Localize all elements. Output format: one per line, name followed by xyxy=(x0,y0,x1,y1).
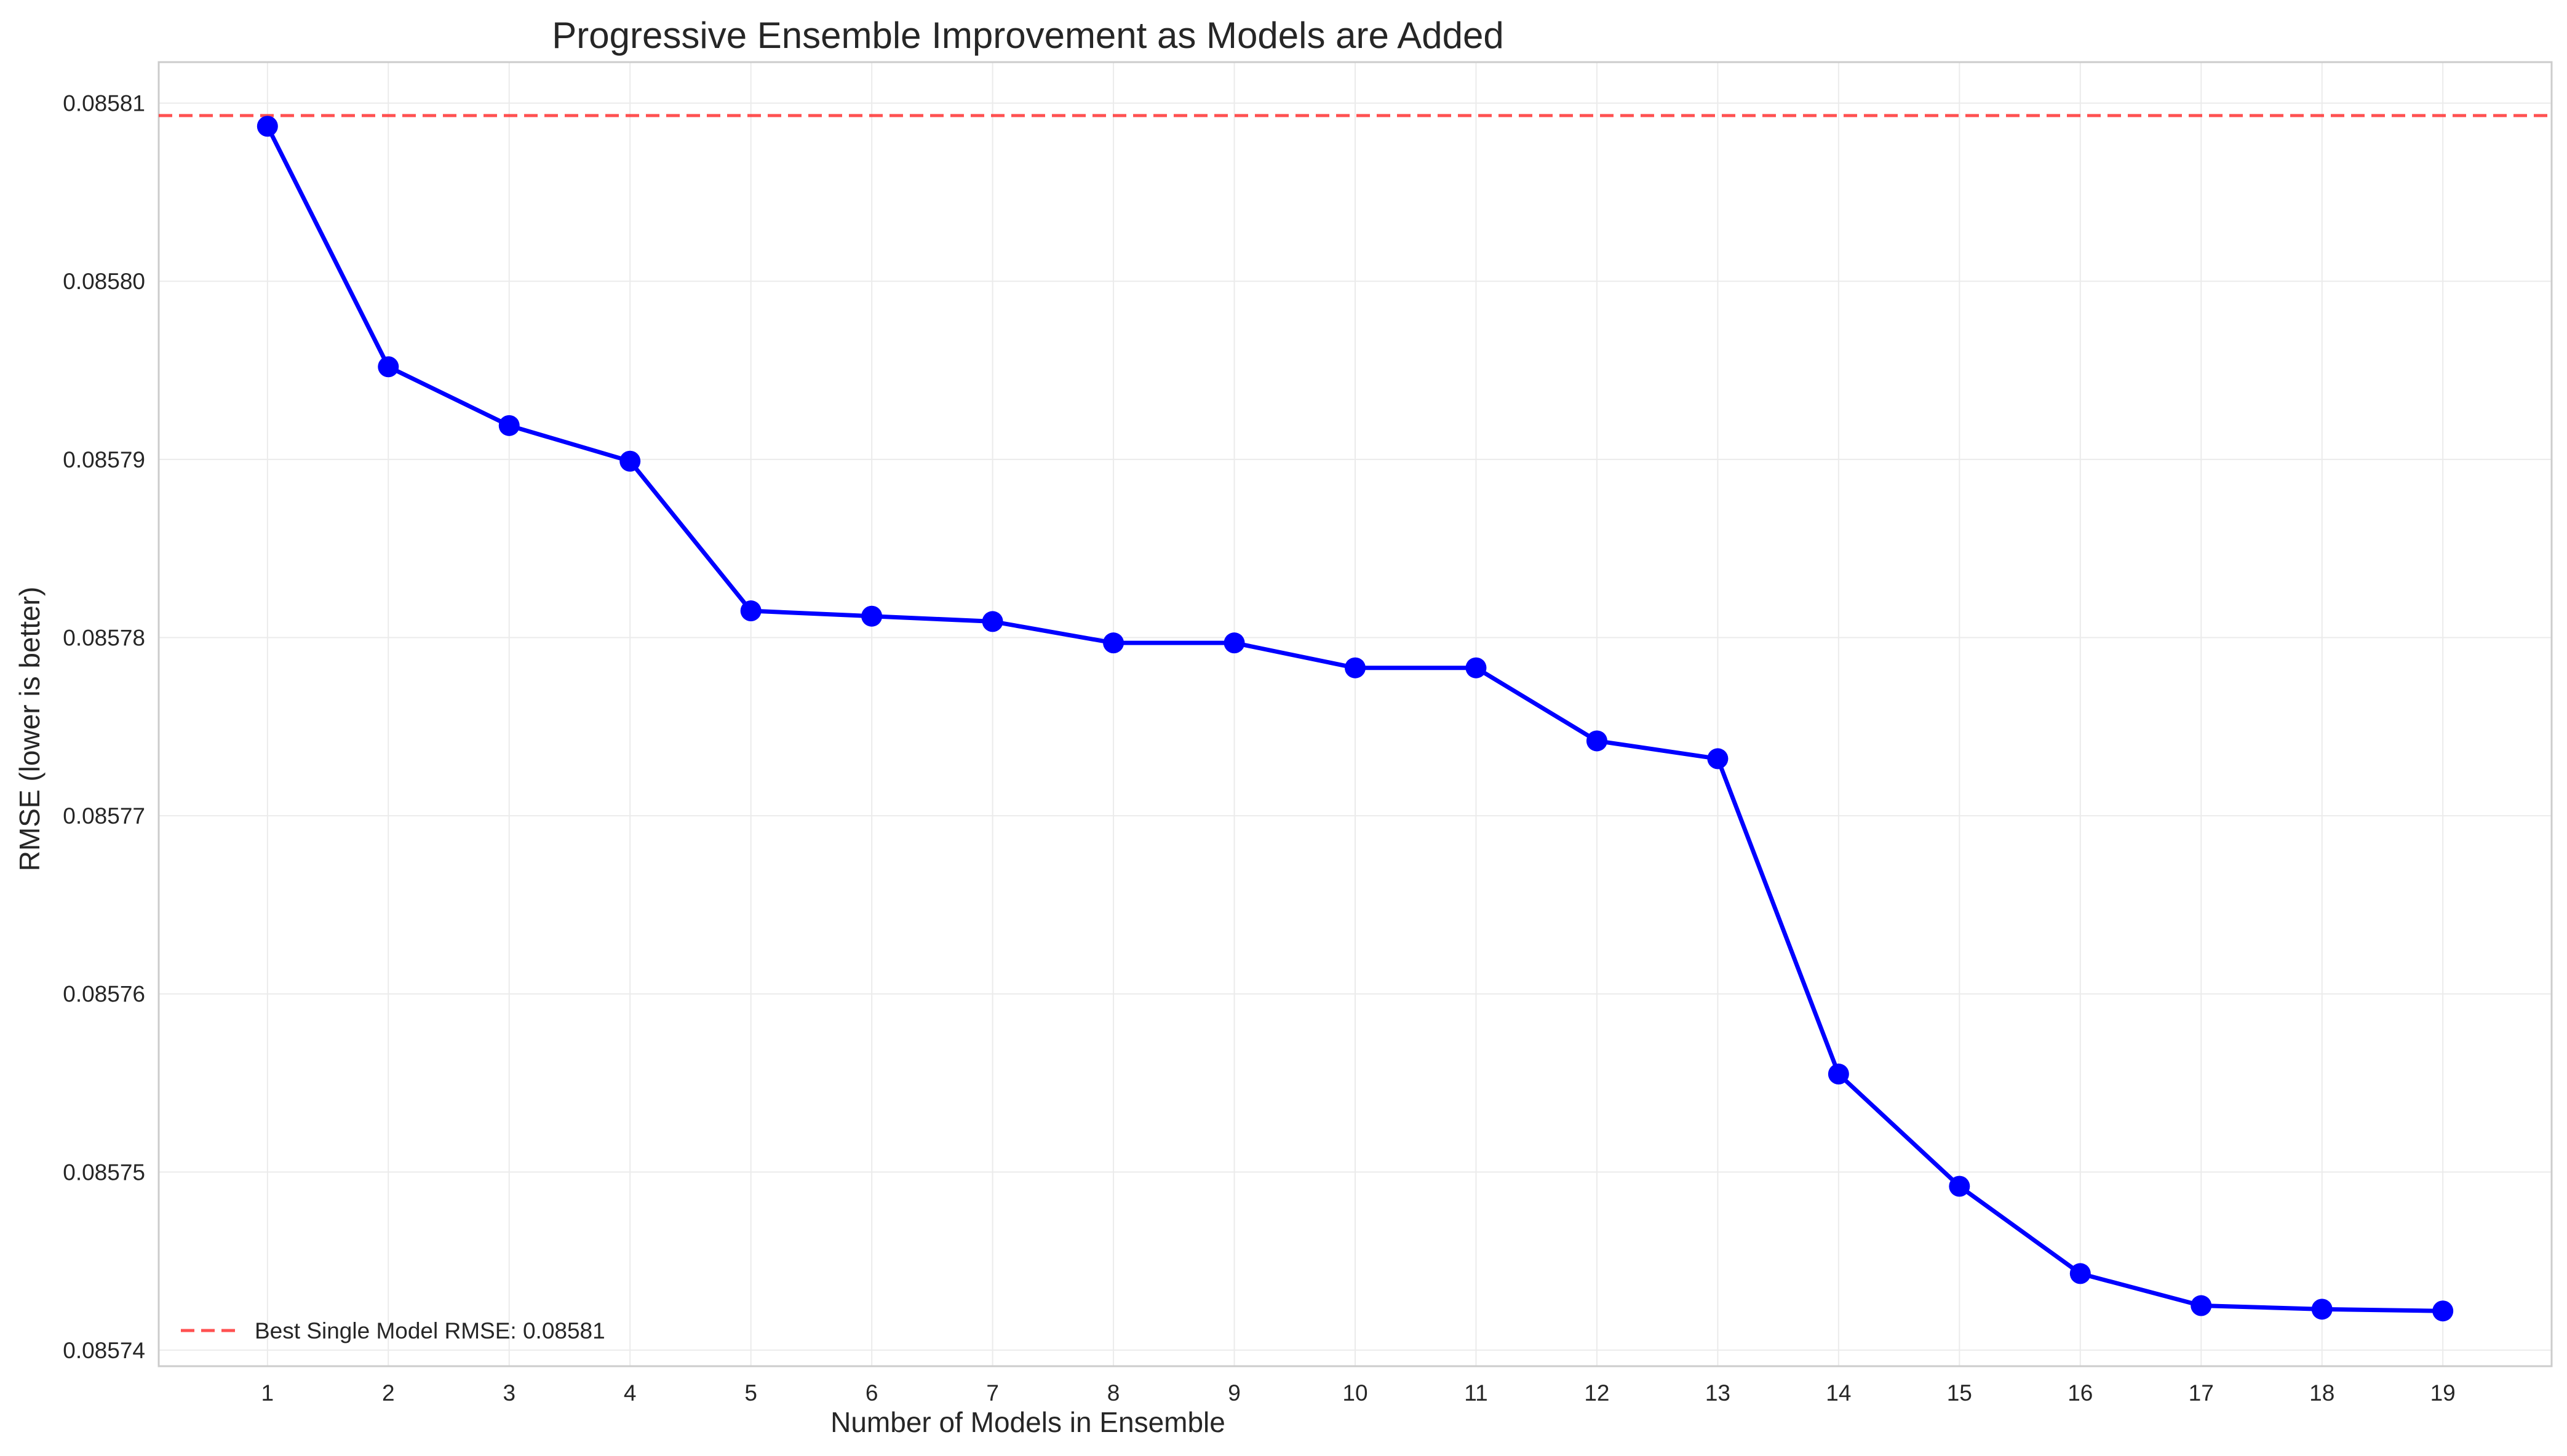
y-tick-label: 0.08581 xyxy=(63,91,145,116)
x-tick-label: 3 xyxy=(503,1380,515,1406)
data-point xyxy=(2191,1295,2212,1316)
x-tick-label: 19 xyxy=(2430,1380,2456,1406)
data-point xyxy=(1707,748,1729,770)
x-axis-label: Number of Models in Ensemble xyxy=(830,1406,1225,1438)
y-axis-label: RMSE (lower is better) xyxy=(14,587,46,872)
data-point xyxy=(257,116,278,137)
data-point xyxy=(2432,1300,2454,1322)
data-point xyxy=(498,415,520,436)
data-point xyxy=(861,605,883,627)
data-point xyxy=(378,356,399,378)
x-tick-label: 9 xyxy=(1228,1380,1241,1406)
legend-label: Best Single Model RMSE: 0.08581 xyxy=(255,1318,605,1343)
y-axis-ticks: 0.08574 0.08575 0.08576 0.08577 0.08578 0.085… xyxy=(63,91,145,1363)
data-point xyxy=(2069,1263,2091,1284)
data-point xyxy=(1224,632,1245,654)
x-tick-label: 11 xyxy=(1464,1380,1487,1406)
x-tick-label: 18 xyxy=(2309,1380,2334,1406)
x-tick-label: 15 xyxy=(1947,1380,1972,1406)
x-tick-label: 16 xyxy=(2068,1380,2093,1406)
y-tick-label: 0.08574 xyxy=(63,1338,145,1363)
x-tick-label: 17 xyxy=(2189,1380,2214,1406)
grid xyxy=(159,62,2552,1366)
y-tick-label: 0.08577 xyxy=(63,803,145,829)
y-tick-label: 0.08580 xyxy=(63,269,145,294)
data-point xyxy=(1949,1176,1970,1197)
data-point xyxy=(1465,657,1487,678)
plot-frame xyxy=(157,61,2553,1367)
x-tick-label: 1 xyxy=(261,1380,274,1406)
y-tick-label: 0.08576 xyxy=(63,982,145,1007)
x-tick-label: 12 xyxy=(1584,1380,1609,1406)
data-point xyxy=(1103,632,1124,654)
data-point xyxy=(619,450,641,472)
x-tick-label: 7 xyxy=(986,1380,999,1406)
x-tick-label: 2 xyxy=(382,1380,395,1406)
x-tick-label: 8 xyxy=(1107,1380,1120,1406)
y-tick-label: 0.08578 xyxy=(63,625,145,650)
data-point xyxy=(1586,730,1607,752)
legend: Best Single Model RMSE: 0.08581 xyxy=(181,1318,605,1343)
x-axis-ticks: 1 2 3 4 5 6 7 8 9 10 11 12 13 14 15 16 17 18 19 xyxy=(261,1380,2456,1406)
plot-area xyxy=(157,61,2553,1367)
x-tick-label: 4 xyxy=(624,1380,637,1406)
series xyxy=(257,116,2454,1322)
data-point xyxy=(740,600,762,622)
y-tick-label: 0.08579 xyxy=(63,447,145,472)
x-tick-label: 13 xyxy=(1705,1380,1730,1406)
y-tick-label: 0.08575 xyxy=(63,1160,145,1185)
chart-title: Progressive Ensemble Improvement as Mode… xyxy=(552,15,1503,56)
x-tick-label: 6 xyxy=(866,1380,878,1406)
data-point xyxy=(1345,657,1366,678)
data-point xyxy=(2311,1299,2333,1320)
x-tick-label: 5 xyxy=(744,1380,757,1406)
x-tick-label: 10 xyxy=(1342,1380,1367,1406)
x-tick-label: 14 xyxy=(1826,1380,1851,1406)
data-point xyxy=(1828,1064,1849,1085)
data-point xyxy=(982,611,1003,632)
